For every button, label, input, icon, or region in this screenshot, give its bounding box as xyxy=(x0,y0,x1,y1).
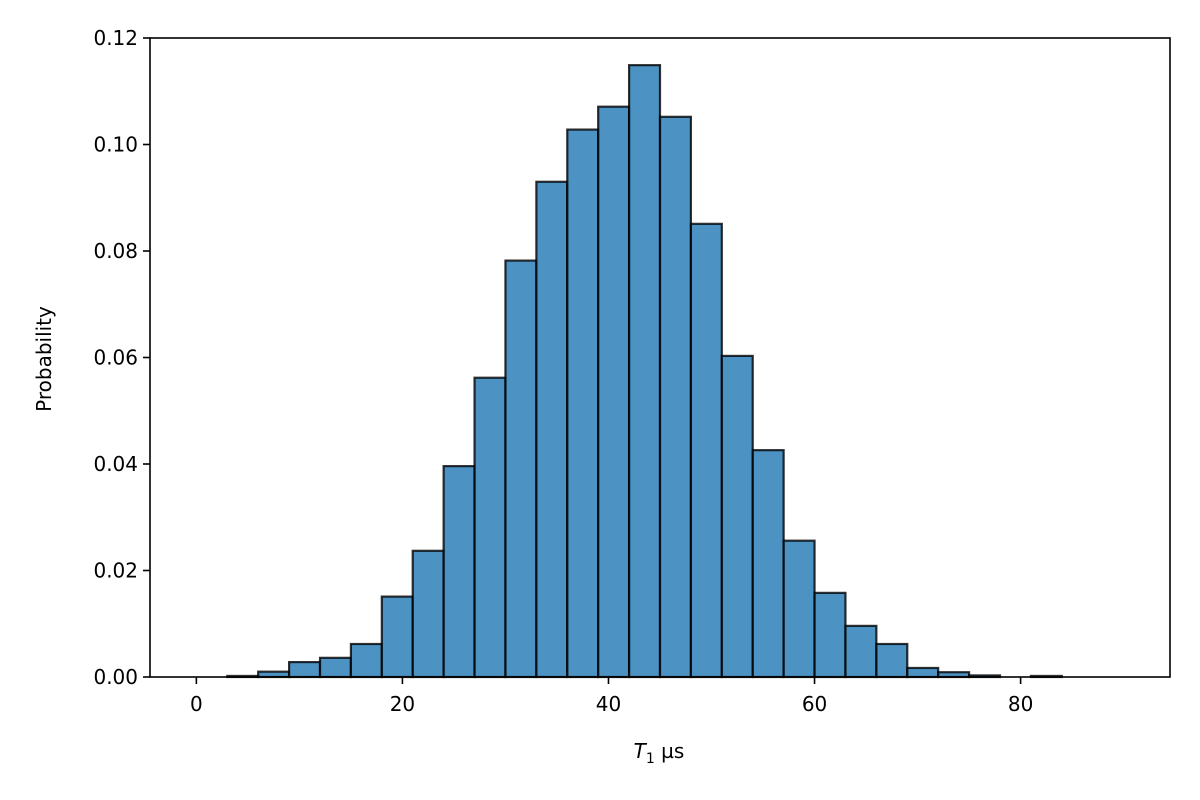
x-tick-label: 40 xyxy=(596,692,621,716)
x-tick-label: 60 xyxy=(802,692,827,716)
histogram-bars xyxy=(226,64,1063,679)
x-axis-ticks: 0 20 40 60 80 xyxy=(190,677,1033,716)
y-tick-label: 0.06 xyxy=(93,346,138,370)
y-axis-ticks: 0.00 0.02 0.04 0.06 0.08 0.10 0.12 xyxy=(93,26,150,689)
histogram-bar-4 xyxy=(349,642,383,679)
histogram-bar-2 xyxy=(287,660,322,679)
histogram-bar-17 xyxy=(751,449,785,679)
x-axis-label-symbol: T xyxy=(634,739,648,763)
y-tick-label: 0.04 xyxy=(93,452,138,476)
x-axis-label-unit: µs xyxy=(655,739,685,763)
x-tick-label: 20 xyxy=(390,692,415,716)
histogram-bar-15 xyxy=(689,222,723,679)
histogram-bar-19 xyxy=(813,591,847,679)
y-tick-label: 0.10 xyxy=(93,133,138,157)
histogram-bar-16 xyxy=(720,354,754,679)
y-tick-label: 0.00 xyxy=(93,665,138,689)
histogram-bar-9 xyxy=(504,259,538,679)
histogram-bar-13 xyxy=(627,64,662,679)
x-axis-label: T1 µs xyxy=(634,739,685,767)
histogram-bar-7 xyxy=(442,465,476,679)
histogram-bar-3 xyxy=(318,656,353,679)
histogram-bar-22 xyxy=(906,666,940,679)
histogram-bar-6 xyxy=(411,549,445,679)
x-tick-label: 80 xyxy=(1008,692,1033,716)
histogram-bar-12 xyxy=(597,105,631,679)
y-axis-label: Probability xyxy=(32,306,56,412)
y-tick-label: 0.02 xyxy=(93,559,138,583)
x-tick-label: 0 xyxy=(190,692,203,716)
histogram-bar-10 xyxy=(535,180,569,679)
histogram-bar-8 xyxy=(473,376,507,679)
histogram-bar-5 xyxy=(380,595,414,679)
histogram-bar-20 xyxy=(844,624,878,679)
x-axis-label-subscript: 1 xyxy=(646,751,655,767)
y-tick-label: 0.12 xyxy=(93,26,138,50)
histogram-bar-18 xyxy=(782,539,816,679)
histogram-bar-21 xyxy=(875,642,909,679)
histogram-bar-14 xyxy=(658,115,693,679)
y-tick-label: 0.08 xyxy=(93,239,138,263)
histogram-bar-11 xyxy=(566,128,600,679)
